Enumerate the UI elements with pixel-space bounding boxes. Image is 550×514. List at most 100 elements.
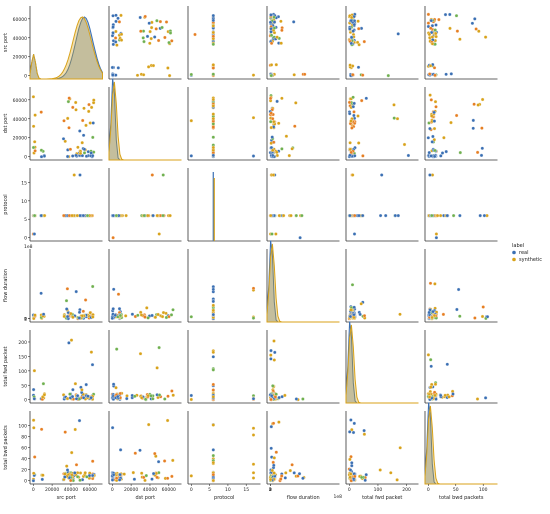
scatter-point [251, 286, 256, 291]
scatter-point [272, 26, 277, 30]
scatter-point [80, 140, 84, 145]
scatter-point [171, 458, 175, 463]
scatter-point [395, 478, 399, 482]
scatter-point [432, 137, 437, 142]
panel-total-fwd-packet-vs-src-port [29, 330, 103, 404]
scatter-point [270, 468, 275, 473]
y-scale-note: 1e8 [24, 244, 33, 250]
scatter-point [211, 312, 216, 317]
scatter-point [269, 353, 273, 357]
scatter-point [439, 154, 443, 158]
scatter-point [350, 173, 355, 177]
panel-flow-duration-vs-total-bwd-packets [424, 249, 498, 323]
scatter-point [449, 120, 453, 125]
scatter-point [362, 39, 367, 44]
scatter-point [430, 140, 434, 144]
scatter-point [65, 287, 70, 291]
scatter-point [442, 135, 446, 140]
scatter-point [277, 213, 282, 218]
scatter-point [348, 314, 353, 319]
scatter-point [211, 18, 216, 23]
scatter-point [158, 19, 163, 24]
scatter-point [163, 397, 167, 401]
scatter-point [84, 123, 88, 128]
scatter-point [85, 475, 89, 479]
scatter-point [378, 213, 383, 218]
scatter-point [114, 476, 119, 480]
scatter-point [167, 40, 171, 45]
scatter-point [211, 460, 216, 465]
scatter-point [211, 303, 216, 308]
scatter-point [275, 99, 279, 104]
scatter-point [31, 124, 36, 129]
scatter-point [40, 477, 45, 482]
scatter-point [157, 345, 161, 350]
scatter-point [61, 137, 66, 141]
y-tick-label: 10 [21, 199, 27, 205]
scatter-point [31, 145, 36, 150]
scatter-point [119, 13, 123, 18]
scatter-point [31, 471, 36, 476]
scatter-point [471, 126, 475, 131]
scatter-point [281, 213, 286, 218]
scatter-point [110, 316, 115, 321]
scatter-point [80, 388, 84, 392]
scatter-point [283, 393, 287, 398]
scatter-point [351, 104, 356, 109]
scatter-point [161, 310, 166, 315]
scatter-point [269, 125, 273, 130]
scatter-point [211, 350, 216, 355]
y-tick-label: 2 [24, 317, 27, 323]
scatter-point [75, 213, 80, 218]
scatter-point [430, 35, 435, 39]
scatter-point [431, 134, 435, 139]
scatter-point [91, 315, 95, 319]
scatter-point [478, 213, 482, 218]
scatter-point [110, 425, 115, 430]
scatter-point [31, 387, 36, 392]
x-tick-label: 40000 [64, 487, 78, 493]
scatter-point [272, 358, 277, 362]
scatter-point [378, 468, 382, 472]
scatter-point [114, 29, 118, 34]
y-tick-label: 40 [21, 457, 27, 463]
scatter-point [167, 73, 172, 78]
scatter-point [301, 397, 305, 401]
scatter-point [444, 149, 448, 154]
scatter-point [427, 395, 432, 399]
scatter-point [90, 459, 95, 463]
scatter-point [348, 213, 352, 218]
scatter-point [294, 213, 299, 218]
y-tick-label: 15 [21, 180, 27, 186]
scatter-point [437, 17, 441, 22]
scatter-point [426, 21, 431, 25]
scatter-point [87, 102, 91, 107]
scatter-point [138, 351, 143, 356]
scatter-point [73, 471, 77, 475]
scatter-point [275, 35, 279, 39]
kde-real [424, 402, 498, 485]
y-axis-label: total bwd packets [3, 425, 9, 470]
scatter-point [271, 140, 276, 144]
scatter-point [395, 116, 400, 121]
scatter-point [32, 140, 37, 144]
scatter-point [284, 471, 288, 475]
scatter-point [294, 101, 298, 105]
scatter-point [433, 382, 438, 386]
scatter-point [211, 66, 216, 70]
scatter-point [73, 100, 78, 105]
scatter-point [433, 73, 437, 78]
scatter-point [429, 114, 434, 118]
scatter-point [31, 478, 36, 483]
scatter-point [351, 72, 355, 77]
scatter-point [273, 350, 277, 355]
scatter-point [31, 95, 36, 99]
y-tick-label: 50 [21, 383, 27, 389]
scatter-point [268, 96, 273, 101]
kde-synthetic [424, 405, 498, 485]
scatter-point [352, 213, 357, 218]
scatter-point [352, 113, 356, 118]
scatter-point [280, 96, 284, 101]
scatter-point [193, 32, 197, 37]
